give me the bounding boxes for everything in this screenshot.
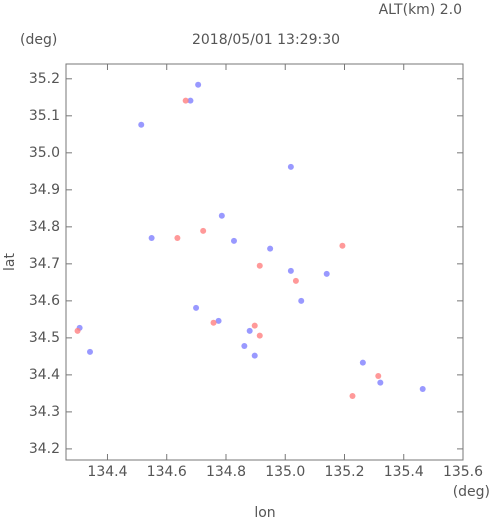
x-tick-label: 135.2 bbox=[324, 464, 364, 480]
echo-point bbox=[218, 212, 225, 219]
y-tick-label: 35.1 bbox=[29, 108, 60, 124]
y-tick-label: 34.2 bbox=[29, 441, 60, 457]
echo-point bbox=[251, 322, 258, 329]
echo-point bbox=[375, 372, 382, 379]
echo-point bbox=[349, 392, 356, 399]
echo-point bbox=[138, 121, 145, 128]
echo-point bbox=[256, 332, 263, 339]
echo-point bbox=[182, 97, 189, 104]
echo-point bbox=[241, 343, 248, 350]
y-tick-label: 34.6 bbox=[29, 293, 60, 309]
echo-point bbox=[148, 234, 155, 241]
y-tick-label: 34.4 bbox=[29, 367, 60, 383]
echo-point bbox=[339, 242, 346, 249]
x-tick-label: 135.4 bbox=[384, 464, 424, 480]
y-unit: (deg) bbox=[20, 32, 57, 48]
echo-point bbox=[267, 245, 274, 252]
echo-point bbox=[298, 297, 305, 304]
altitude-label: ALT(km) 2.0 bbox=[379, 2, 462, 18]
echo-point bbox=[359, 359, 366, 366]
plot-frame bbox=[65, 63, 464, 461]
chart-title: 2018/05/01 13:29:30 bbox=[192, 32, 340, 48]
echo-point bbox=[215, 317, 222, 324]
echo-point bbox=[251, 352, 258, 359]
y-tick-label: 34.5 bbox=[29, 330, 60, 346]
y-tick-label: 34.8 bbox=[29, 219, 60, 235]
y-tick-label: 34.9 bbox=[29, 182, 60, 198]
echo-point bbox=[187, 97, 194, 104]
echo-point bbox=[287, 267, 294, 274]
echo-point bbox=[292, 277, 299, 284]
echo-point bbox=[419, 385, 426, 392]
echo-point bbox=[230, 237, 237, 244]
echo-point bbox=[210, 319, 217, 326]
echo-point bbox=[287, 163, 294, 170]
y-axis-label: lat bbox=[2, 253, 18, 271]
echo-point bbox=[377, 379, 384, 386]
y-tick-label: 34.7 bbox=[29, 256, 60, 272]
x-tick-label: 135.6 bbox=[443, 464, 483, 480]
x-tick-label: 135.0 bbox=[265, 464, 305, 480]
echo-point bbox=[256, 262, 263, 269]
echo-point bbox=[246, 327, 253, 334]
x-tick-label: 134.4 bbox=[87, 464, 127, 480]
echo-point bbox=[323, 270, 330, 277]
echo-point bbox=[193, 304, 200, 311]
echo-point bbox=[200, 227, 207, 234]
x-unit: (deg) bbox=[453, 484, 490, 500]
y-tick-label: 35.0 bbox=[29, 145, 60, 161]
y-tick-label: 34.3 bbox=[29, 404, 60, 420]
x-tick-label: 134.6 bbox=[147, 464, 187, 480]
x-tick-label: 134.8 bbox=[206, 464, 246, 480]
echo-point bbox=[74, 327, 81, 334]
echo-point bbox=[174, 234, 181, 241]
echo-point bbox=[195, 81, 202, 88]
y-tick-label: 35.2 bbox=[29, 71, 60, 87]
echo-point bbox=[86, 348, 93, 355]
x-axis-label: lon bbox=[254, 505, 275, 521]
